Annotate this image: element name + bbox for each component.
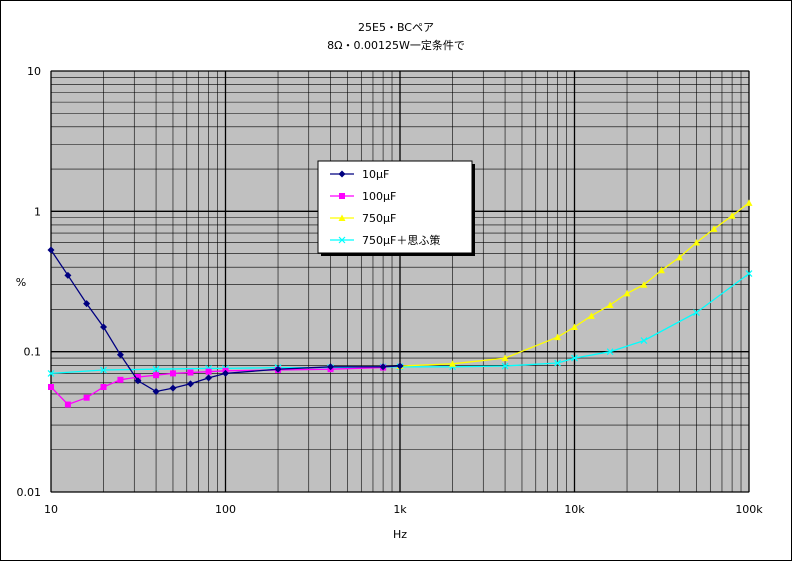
data-point [64, 401, 71, 408]
x-tick-label: 1k [393, 503, 407, 516]
data-point [153, 372, 160, 379]
x-tick-label: 10k [564, 503, 585, 516]
data-point [205, 368, 212, 375]
data-point [623, 289, 631, 297]
legend-label: 100μF [362, 190, 396, 203]
data-point [501, 354, 509, 362]
data-point [606, 301, 614, 309]
x-axis-label: Hz [393, 528, 407, 541]
data-point [606, 348, 614, 356]
data-point [47, 369, 55, 377]
plot-area [50, 70, 750, 493]
data-point [728, 212, 736, 219]
data-point [339, 193, 345, 199]
data-point [640, 281, 648, 288]
data-point [134, 373, 141, 380]
series-0 [47, 246, 404, 396]
y-tick-label: 0.1 [24, 346, 42, 359]
data-point [554, 359, 562, 367]
data-point [100, 366, 107, 374]
data-point [134, 377, 142, 385]
legend-label: 10μF [362, 168, 389, 181]
data-point [745, 199, 753, 206]
data-point [692, 238, 700, 246]
data-point [693, 309, 700, 316]
data-point [676, 253, 684, 261]
legend: 10μF 100μF 750μF 750μF＋思ふ策 [317, 160, 475, 256]
series-2 [396, 199, 753, 370]
x-tick-label: 100 [215, 503, 236, 516]
chart-title: 25E5・BCペア [358, 21, 434, 34]
data-point [745, 270, 753, 278]
data-point [83, 394, 90, 401]
y-axis-label: % [16, 276, 26, 289]
data-point [47, 246, 55, 254]
data-point [396, 362, 404, 370]
data-point [657, 266, 665, 274]
y-tick-label: 1 [34, 205, 41, 218]
data-point [338, 170, 346, 178]
data-point [116, 351, 124, 359]
data-point [554, 333, 562, 341]
chart-subtitle: 8Ω・0.00125W一定条件で [327, 38, 465, 52]
data-point [83, 300, 91, 308]
data-point [587, 312, 595, 319]
data-point [152, 388, 160, 396]
data-point [64, 271, 72, 279]
data-point [117, 376, 124, 383]
x-tick-label: 100k [735, 503, 763, 516]
data-point [186, 380, 194, 388]
data-point [152, 365, 160, 373]
data-point [187, 369, 194, 376]
data-point [169, 370, 176, 377]
x-tick-label: 10 [44, 503, 58, 516]
data-point [169, 384, 177, 392]
data-point [379, 363, 387, 371]
data-point [205, 374, 213, 382]
data-point [338, 236, 346, 244]
data-point [571, 354, 578, 362]
tick-labels: 10 100 1k 10k 100k 0.01 0.1 1 10 [17, 65, 764, 516]
series-layer [47, 199, 753, 408]
data-point [449, 360, 457, 367]
data-point [640, 337, 648, 344]
data-point [100, 384, 107, 391]
data-point [710, 225, 718, 232]
data-point [222, 369, 229, 377]
legend-label: 750μF＋思ふ策 [362, 233, 440, 247]
data-point [274, 365, 282, 373]
data-point [100, 323, 108, 331]
data-point [571, 323, 578, 330]
data-point [327, 363, 335, 371]
y-tick-label: 10 [27, 65, 41, 78]
data-point [501, 362, 509, 370]
data-point [338, 214, 346, 221]
legend-label: 750μF [362, 212, 396, 225]
data-point [48, 384, 54, 391]
y-tick-label: 0.01 [17, 486, 42, 499]
